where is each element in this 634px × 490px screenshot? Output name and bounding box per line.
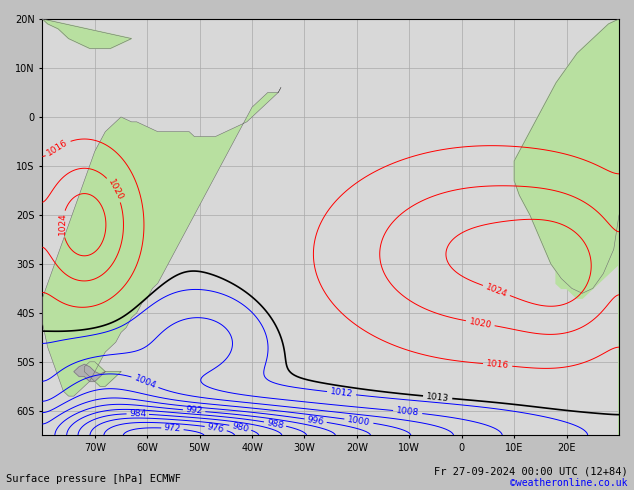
Text: 988: 988 xyxy=(266,417,285,430)
Text: 972: 972 xyxy=(164,423,181,434)
Text: 1024: 1024 xyxy=(58,213,67,236)
Text: 992: 992 xyxy=(185,406,203,416)
Text: 1016: 1016 xyxy=(486,359,510,370)
Polygon shape xyxy=(74,364,105,381)
Polygon shape xyxy=(42,19,131,49)
Text: 1013: 1013 xyxy=(426,392,450,403)
Text: 1008: 1008 xyxy=(396,406,420,417)
Polygon shape xyxy=(514,19,619,435)
Text: 996: 996 xyxy=(306,415,325,426)
Polygon shape xyxy=(84,362,121,386)
Text: 980: 980 xyxy=(231,421,250,434)
Polygon shape xyxy=(42,88,281,396)
Text: Surface pressure [hPa] ECMWF: Surface pressure [hPa] ECMWF xyxy=(6,474,181,484)
Text: 976: 976 xyxy=(207,422,225,434)
Text: 1020: 1020 xyxy=(468,317,493,330)
Text: 1000: 1000 xyxy=(347,415,371,427)
Polygon shape xyxy=(556,215,619,298)
Text: 1004: 1004 xyxy=(133,373,157,391)
Text: 1020: 1020 xyxy=(106,177,124,202)
Text: 984: 984 xyxy=(129,409,146,418)
Text: 1016: 1016 xyxy=(46,138,70,158)
Text: 1012: 1012 xyxy=(330,388,353,399)
Text: Fr 27-09-2024 00:00 UTC (12+84): Fr 27-09-2024 00:00 UTC (12+84) xyxy=(434,466,628,476)
Text: 1024: 1024 xyxy=(484,282,508,299)
Text: ©weatheronline.co.uk: ©weatheronline.co.uk xyxy=(510,478,628,488)
